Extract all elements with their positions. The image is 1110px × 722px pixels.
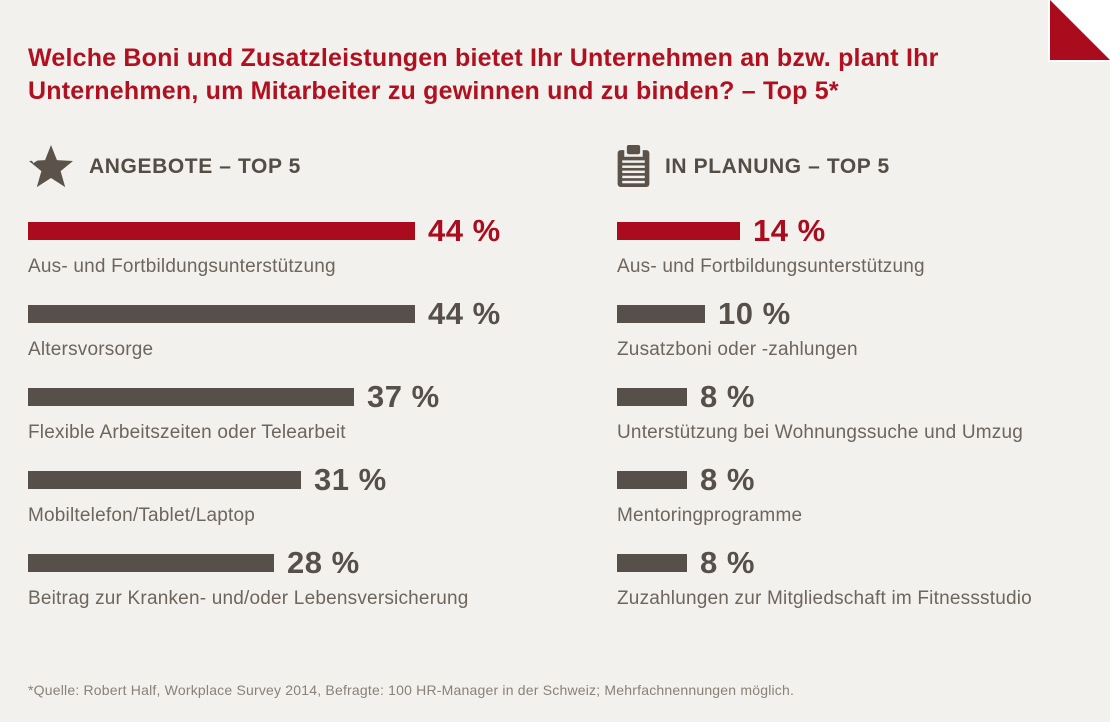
page-title-line1: Welche Boni und Zusatzleistungen bietet … [28,44,939,72]
bar-line: 37 % [28,379,588,414]
bar [617,305,705,323]
bar [617,554,687,572]
bar [617,222,740,240]
bar-value: 44 % [428,296,501,331]
bar-label: Unterstützung bei Wohnungssuche und Umzu… [617,422,1024,443]
bar [28,471,301,489]
bar-row: 31 % Mobiltelefon/Tablet/Laptop [28,462,588,527]
bar-line: 8 % [617,462,1087,497]
bar-value: 8 % [700,379,755,414]
bar-label: Mentoringprogramme [617,505,803,526]
bar [28,554,274,572]
bar-value: 28 % [287,545,360,580]
page-title: Welche Boni und Zusatzleistungen bietet … [28,42,939,108]
bar-value: 44 % [428,213,501,248]
bar-value: 37 % [367,379,440,414]
bar-label: Mobiltelefon/Tablet/Laptop [28,505,256,526]
bar-label: Flexible Arbeitszeiten oder Telearbeit [28,422,346,443]
bar-line: 14 % [617,213,1087,248]
chart-column-angebote: 44 % Aus- und Fortbildungsunterstützung 44… [28,213,588,637]
bar-line: 8 % [617,545,1087,580]
bar-label: Aus- und Fortbildungsunterstützung [28,256,336,277]
bar-row: 14 % Aus- und Fortbildungsunterstützung [617,213,1087,278]
clipboard-icon [617,145,650,187]
bar-line: 44 % [28,213,588,248]
bar-value: 14 % [753,213,826,248]
star-icon [29,145,73,188]
bar-line: 31 % [28,462,588,497]
bar [28,305,415,323]
bar-row: 28 % Beitrag zur Kranken- und/oder Lebens… [28,545,588,610]
bar-row: 37 % Flexible Arbeitszeiten oder Telearbe… [28,379,588,444]
bar-row: 8 % Zuzahlungen zur Mitgliedschaft im Fit… [617,545,1087,610]
bar-row: 8 % Unterstützung bei Wohnungssuche und U… [617,379,1087,444]
bar-value: 8 % [700,545,755,580]
section-header-label: IN PLANUNG – TOP 5 [665,154,890,178]
bar-line: 10 % [617,296,1087,331]
bar [28,388,354,406]
bar-line: 28 % [28,545,588,580]
bar-line: 44 % [28,296,588,331]
bar-row: 10 % Zusatzboni oder -zahlungen [617,296,1087,361]
bar-value: 31 % [314,462,387,497]
source-footnote: *Quelle: Robert Half, Workplace Survey 2… [28,682,795,698]
bar-label: Aus- und Fortbildungsunterstützung [617,256,925,277]
bar-value: 10 % [718,296,791,331]
page-title-line2: Unternehmen, um Mitarbeiter zu gewinnen … [28,77,839,105]
section-header-label: ANGEBOTE – TOP 5 [89,155,301,178]
bar-label: Altersvorsorge [28,339,154,360]
bar [28,222,415,240]
bar-row: 8 % Mentoringprogramme [617,462,1087,527]
section-header-in-planung: IN PLANUNG – TOP 5 [617,145,890,188]
bar [617,471,687,489]
bar [617,388,687,406]
bar-label: Zuzahlungen zur Mitgliedschaft im Fitnes… [617,588,1032,609]
bar-row: 44 % Aus- und Fortbildungsunterstützung [28,213,588,278]
bar-label: Beitrag zur Kranken- und/oder Lebensvers… [28,588,469,609]
section-header-angebote: ANGEBOTE – TOP 5 [28,145,301,189]
bar-label: Zusatzboni oder -zahlungen [617,339,858,360]
bar-line: 8 % [617,379,1087,414]
bar-value: 8 % [700,462,755,497]
bar-row: 44 % Altersvorsorge [28,296,588,361]
chart-column-in-planung: 14 % Aus- und Fortbildungsunterstützung 10… [617,213,1087,637]
